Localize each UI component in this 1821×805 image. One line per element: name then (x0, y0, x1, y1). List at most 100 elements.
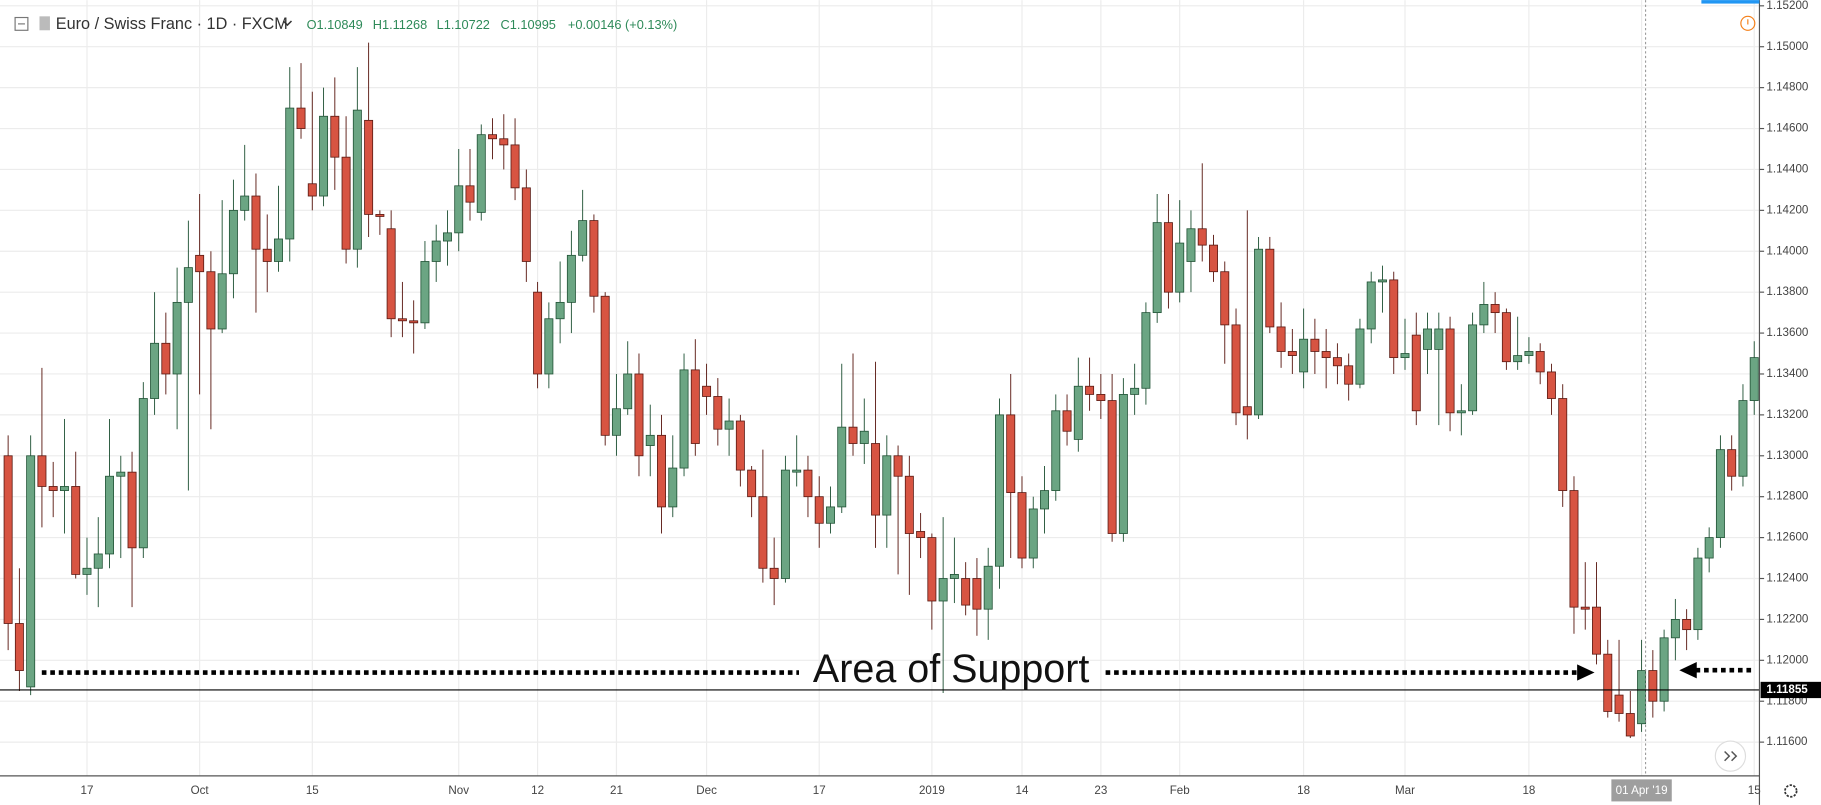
x-tick-label: Mar (1395, 784, 1415, 797)
candle-body (803, 469, 813, 498)
ohlc-open: O1.10849 (307, 17, 363, 32)
candle-body (465, 185, 475, 203)
candle-body (1130, 387, 1140, 395)
y-tick-label: 1.12600 (1766, 531, 1808, 544)
candle-body (837, 426, 847, 508)
candle-body (37, 455, 47, 487)
candle-body (566, 254, 576, 303)
candle-body (634, 373, 644, 457)
y-tick-label: 1.11600 (1766, 735, 1807, 748)
candle-body (488, 134, 498, 140)
candle-body (1220, 271, 1230, 326)
candle-body (724, 420, 734, 430)
y-tick-label: 1.12400 (1766, 572, 1808, 585)
candle-body (679, 369, 689, 469)
settings-icon[interactable] (1784, 784, 1798, 798)
candle-body (1152, 222, 1162, 314)
candle-body (442, 232, 452, 242)
candle-body (1287, 351, 1297, 356)
warning-icon[interactable] (1740, 15, 1756, 31)
candle-body (1546, 371, 1556, 399)
scroll-icon (1724, 750, 1738, 762)
candle-body (26, 455, 36, 688)
candle-body (3, 455, 13, 624)
candle-body (1693, 557, 1703, 631)
dropdown[interactable] (282, 20, 293, 27)
arrow-head (1577, 664, 1595, 681)
candle-body (600, 295, 610, 436)
collapse-icon[interactable] (14, 16, 29, 31)
symbol[interactable]: Euro / Swiss Franc · 1D · FXCM (56, 15, 288, 33)
candle-body (1017, 492, 1027, 559)
candle-body (1242, 406, 1252, 416)
candle-body (1355, 328, 1365, 385)
candle-body (307, 183, 317, 197)
candle-body (533, 291, 543, 375)
time-axis (0, 775, 1760, 805)
candle-body (826, 506, 835, 524)
candle-body (150, 342, 160, 399)
candle-body (972, 578, 982, 610)
candle-body (71, 486, 81, 575)
y-tick-label: 1.12000 (1766, 653, 1808, 666)
candle-body (93, 553, 103, 569)
candle-body (1028, 508, 1038, 559)
candle-body (904, 475, 914, 534)
support-label-bg (1760, 681, 1821, 699)
candle-body (611, 408, 621, 436)
y-tick-label: 1.13200 (1766, 408, 1808, 421)
candle-body (848, 426, 858, 444)
x-tick-label: 01 Apr '19 (1616, 784, 1668, 797)
x-tick-label: 23 (1094, 784, 1107, 797)
candle-body (161, 342, 171, 375)
candle-body (409, 320, 419, 324)
candle-body (206, 271, 216, 330)
top-bar (1701, 0, 1760, 4)
candle-body (623, 373, 633, 410)
candles (3, 42, 1759, 739)
candle-body (1096, 394, 1106, 401)
candle-body (352, 109, 362, 250)
candle-body (1378, 279, 1387, 283)
candle-body (1118, 394, 1128, 534)
candle-body (476, 134, 486, 213)
candle-body (961, 578, 971, 606)
candle-body (1141, 312, 1151, 389)
scroll-button[interactable] (1714, 740, 1747, 772)
candle-body (319, 115, 329, 197)
y-tick-label: 1.13600 (1766, 326, 1808, 339)
candle-body (747, 469, 757, 498)
ohlc-high: H1.11268 (373, 17, 427, 32)
x-tick-label: 14 (1016, 784, 1029, 797)
candle-body (1558, 398, 1568, 491)
candle-body (1231, 324, 1241, 414)
candle-body (386, 228, 396, 320)
candle-body (1423, 328, 1433, 350)
x-tick-label: Oct (191, 784, 210, 797)
candle-body (994, 414, 1004, 567)
x-tick-label: Nov (448, 784, 469, 797)
candle-body (296, 107, 306, 129)
candle-body (1073, 385, 1083, 440)
candle-body (668, 467, 678, 508)
ohlc-change: +0.00146 (+0.13%) (568, 17, 677, 32)
candle-body (397, 318, 407, 322)
candle-body (521, 187, 531, 262)
candle-body (882, 455, 892, 516)
candle-body (792, 469, 802, 473)
candle-body (510, 144, 520, 189)
candle-body (105, 475, 114, 555)
candle-body (1366, 281, 1376, 330)
y-tick-label: 1.13800 (1766, 285, 1808, 298)
candle-body (769, 567, 779, 579)
candle-body (1625, 713, 1635, 737)
candle-body (1592, 606, 1601, 655)
candle-body (1535, 351, 1545, 373)
candle-body (138, 398, 148, 549)
candle-body (262, 248, 272, 262)
candle-body (859, 430, 869, 444)
candle-body (916, 531, 926, 539)
candle-body (82, 567, 92, 575)
